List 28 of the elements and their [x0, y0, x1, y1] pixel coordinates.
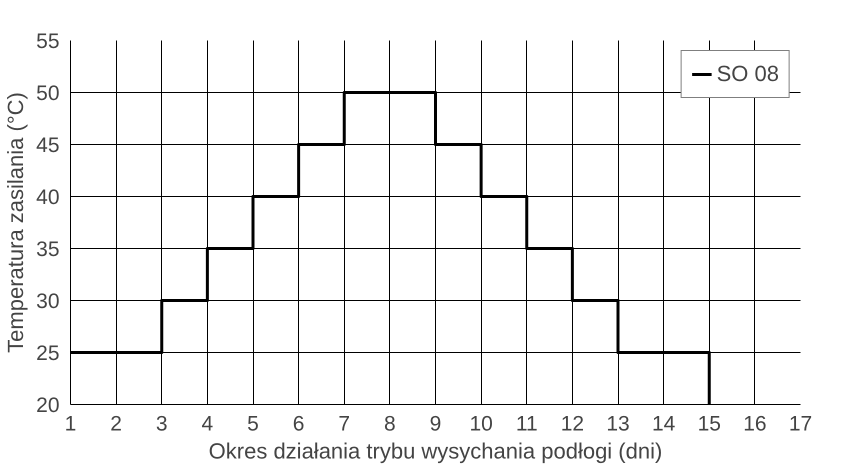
- x-tick-label: 3: [156, 412, 168, 436]
- x-tick-label: 10: [469, 412, 493, 436]
- x-tick-label: 15: [698, 412, 721, 436]
- y-tick-label: 30: [36, 290, 60, 313]
- x-tick-label: 4: [202, 412, 214, 436]
- x-tick-label: 14: [652, 412, 676, 436]
- y-tick-label: 45: [36, 134, 60, 157]
- x-tick-label: 16: [743, 412, 767, 436]
- x-tick-label: 7: [338, 412, 350, 436]
- y-tick-label: 50: [36, 82, 60, 105]
- x-tick-label: 11: [516, 412, 538, 436]
- x-tick-label: 17: [788, 412, 812, 436]
- y-tick-label: 40: [36, 186, 60, 209]
- y-tick-label: 35: [36, 238, 60, 261]
- legend-label: SO 08: [716, 61, 779, 87]
- x-axis-title: Okres działania trybu wysychania podłogi (dni): [208, 438, 662, 464]
- x-tick-label: 13: [606, 412, 630, 436]
- y-tick-label: 55: [36, 30, 60, 53]
- x-tick-label: 1: [64, 412, 76, 436]
- x-tick-label: 2: [110, 412, 122, 436]
- x-tick-label: 8: [384, 412, 396, 436]
- x-tick-label: 12: [560, 412, 584, 436]
- y-tick-label: 20: [36, 394, 60, 417]
- y-axis-title: Temperatura zasilania (°C): [3, 92, 28, 353]
- x-tick-label: 9: [430, 412, 442, 436]
- y-tick-label: 25: [36, 342, 60, 365]
- x-tick-label: 5: [247, 412, 259, 436]
- x-tick-label: 6: [292, 412, 304, 436]
